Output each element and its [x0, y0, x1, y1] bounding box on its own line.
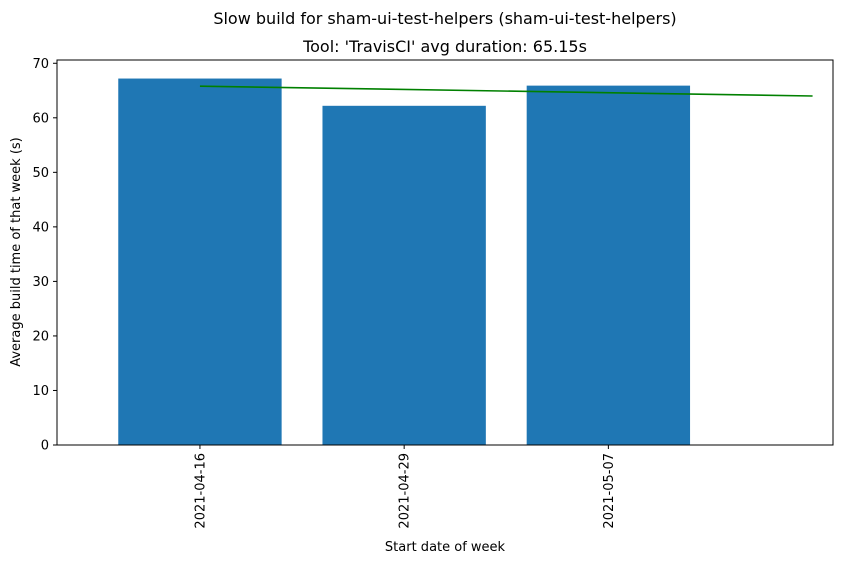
y-tick-label: 10 [32, 384, 49, 399]
y-tick-label: 50 [32, 166, 49, 181]
bar-2021-05-07 [526, 85, 691, 445]
x-tick-label: 2021-04-29 [398, 453, 413, 529]
x-tick-label: 2021-04-16 [193, 453, 208, 529]
bar-2021-04-29 [322, 105, 486, 445]
y-tick-label: 20 [32, 329, 49, 344]
chart-title: Slow build for sham-ui-test-helpers (sha… [213, 9, 676, 28]
y-tick-label: 30 [32, 275, 49, 290]
y-tick-label: 0 [41, 439, 49, 454]
x-axis-label: Start date of week [385, 540, 506, 555]
bar-2021-04-16 [118, 78, 282, 445]
plot-frame [56, 59, 834, 446]
y-axis-label: Average build time of that week (s) [9, 137, 24, 367]
y-tick-label: 60 [32, 111, 49, 126]
trend-line [199, 85, 813, 97]
y-tick-label: 40 [32, 220, 49, 235]
x-tick-label: 2021-05-07 [602, 453, 617, 529]
y-tick-label: 70 [32, 57, 49, 72]
chart-subtitle: Tool: 'TravisCI' avg duration: 65.15s [302, 37, 587, 56]
